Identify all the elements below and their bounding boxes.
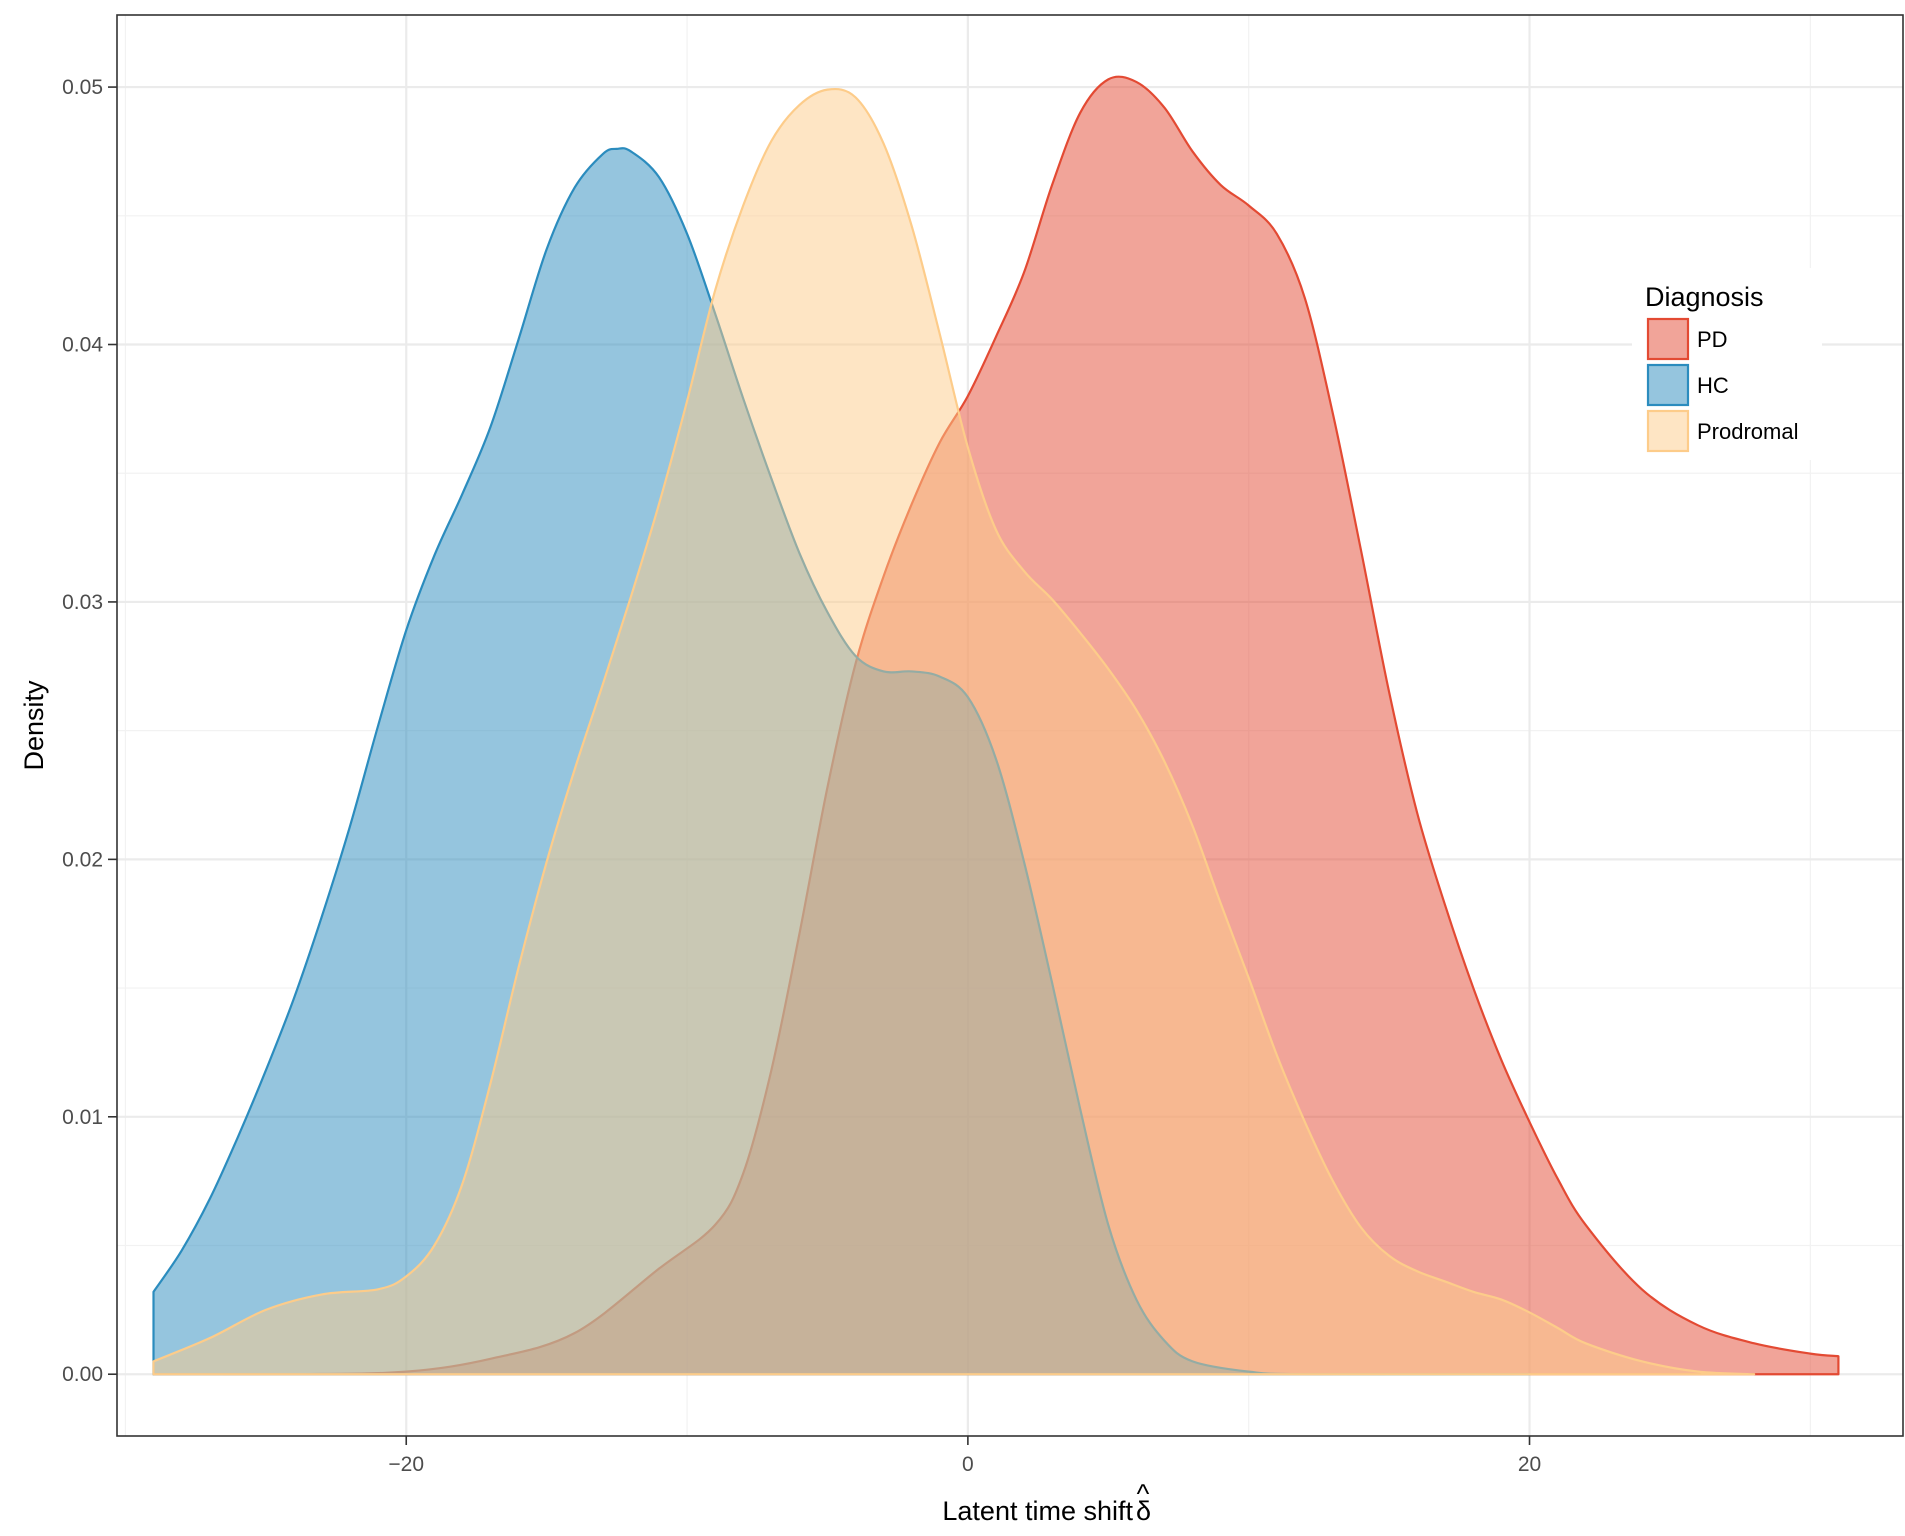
y-axis-title: Density [19, 680, 49, 771]
legend-label-prodromal: Prodromal [1697, 419, 1798, 444]
y-axis: 0.00 0.01 0.02 0.03 0.04 0.05 [62, 76, 117, 1386]
panel-border [116, 14, 1904, 1437]
legend-key-prodromal [1646, 409, 1690, 453]
x-tick-label: 0 [962, 1453, 974, 1476]
x-tick-label: −20 [388, 1453, 424, 1476]
y-tick-label: 0.04 [62, 334, 103, 357]
density-area-prodromal [153, 89, 1755, 1375]
y-tick-label: 0.01 [62, 1106, 103, 1129]
legend: Diagnosis PD HC Prodromal [1632, 268, 1822, 460]
legend-label-hc: HC [1697, 373, 1729, 398]
x-axis-title: Latent time shift [942, 1496, 1133, 1526]
x-axis-symbol: δ [1136, 1496, 1151, 1526]
y-tick-label: 0.03 [62, 591, 103, 614]
legend-key-hc [1646, 363, 1690, 407]
y-tick-label: 0.02 [62, 848, 103, 871]
y-tick-label: 0.05 [62, 76, 103, 99]
legend-label-pd: PD [1697, 327, 1728, 352]
y-tick-label: 0.00 [62, 1363, 103, 1386]
x-axis-symbol-accent: ^ [1137, 1479, 1150, 1509]
legend-key-pd [1646, 317, 1690, 361]
x-tick-label: 20 [1518, 1453, 1541, 1476]
density-areas [152, 75, 1840, 1376]
legend-items: PD HC Prodromal [1646, 317, 1798, 453]
x-axis: −20 0 20 [388, 1436, 1541, 1476]
legend-title: Diagnosis [1645, 282, 1764, 312]
density-line-prodromal [152, 87, 1756, 1376]
plot-panel [116, 14, 1904, 1437]
